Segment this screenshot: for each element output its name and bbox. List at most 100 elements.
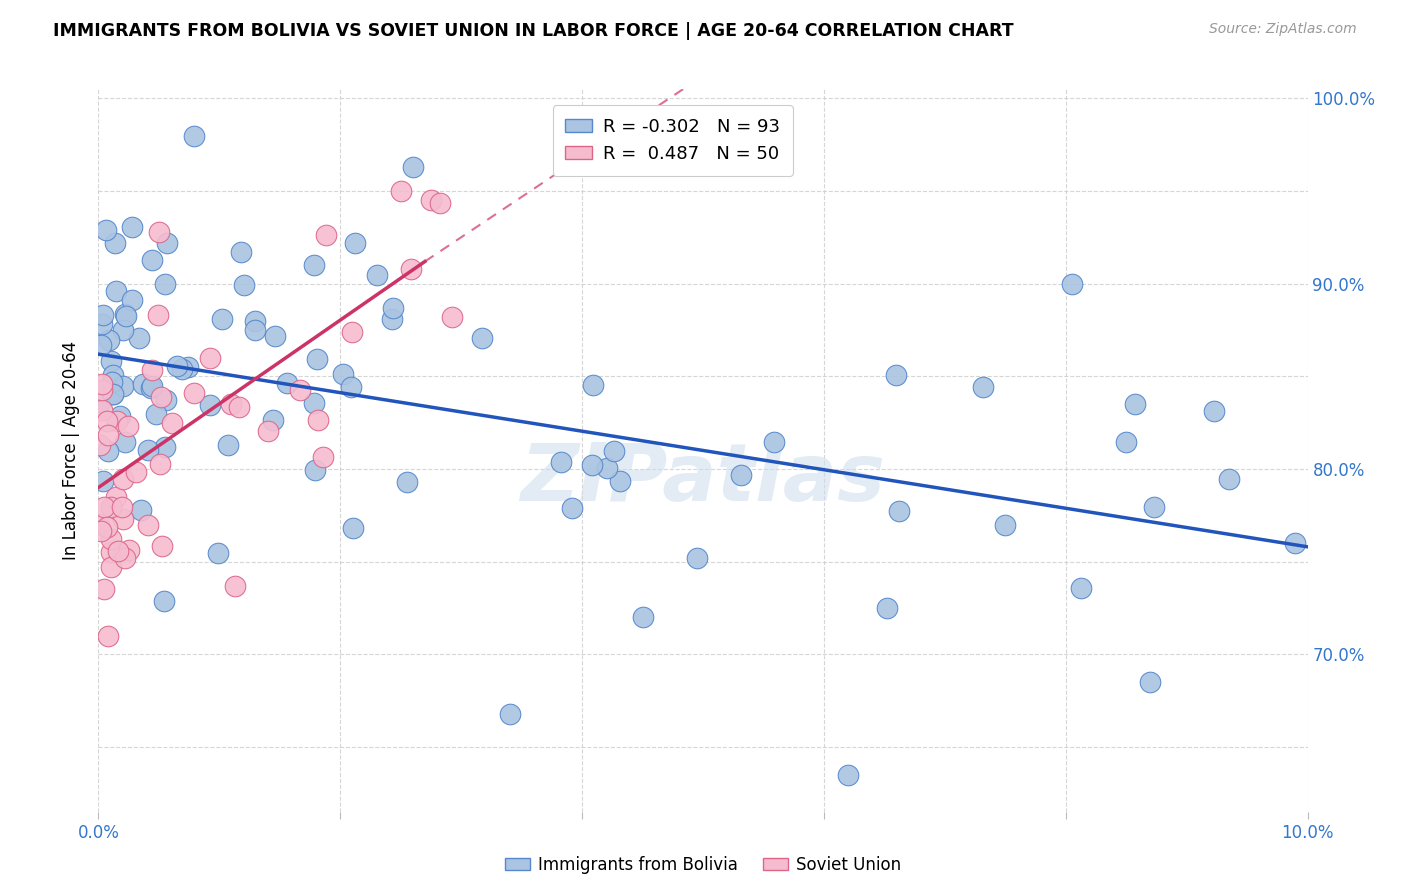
Point <box>332 367 354 381</box>
Point <box>118 542 141 557</box>
Point <box>307 413 329 427</box>
Point <box>149 457 172 471</box>
Point <box>262 413 284 427</box>
Point <box>93 500 115 514</box>
Point <box>150 539 173 553</box>
Point <box>177 359 200 374</box>
Point <box>312 450 335 464</box>
Point <box>136 518 159 533</box>
Point <box>121 219 143 234</box>
Point <box>730 467 752 482</box>
Point <box>498 706 520 721</box>
Point <box>104 490 127 504</box>
Point <box>139 381 162 395</box>
Point <box>631 610 654 624</box>
Point <box>96 428 118 442</box>
Point <box>131 376 153 391</box>
Point <box>1115 435 1137 450</box>
Point <box>402 160 425 174</box>
Point <box>103 387 125 401</box>
Point <box>90 317 112 331</box>
Point <box>129 502 152 516</box>
Point <box>90 524 112 538</box>
Point <box>160 417 183 431</box>
Point <box>98 333 121 347</box>
Point <box>211 311 233 326</box>
Point <box>256 424 278 438</box>
Point <box>243 323 266 337</box>
Point <box>245 314 267 328</box>
Point <box>90 338 112 352</box>
Point <box>429 195 451 210</box>
Point <box>183 386 205 401</box>
Point <box>108 409 131 424</box>
Point <box>101 368 124 383</box>
Point <box>112 378 135 392</box>
Point <box>141 363 163 377</box>
Point <box>94 223 117 237</box>
Point <box>550 455 572 469</box>
Point <box>304 463 326 477</box>
Point <box>1204 403 1226 417</box>
Point <box>219 396 242 410</box>
Point <box>603 443 626 458</box>
Point <box>100 384 122 399</box>
Point <box>344 236 367 251</box>
Point <box>198 351 221 366</box>
Point <box>101 387 124 401</box>
Point <box>91 308 114 322</box>
Point <box>114 435 136 450</box>
Point <box>1123 397 1146 411</box>
Point <box>101 375 124 389</box>
Point <box>762 434 785 449</box>
Point <box>114 550 136 565</box>
Point <box>112 472 135 486</box>
Point <box>114 309 136 323</box>
Point <box>156 236 179 251</box>
Point <box>401 261 423 276</box>
Point <box>419 193 441 207</box>
Point <box>141 378 163 392</box>
Point <box>994 517 1017 532</box>
Point <box>381 311 404 326</box>
Point <box>198 398 221 412</box>
Point <box>153 440 176 454</box>
Point <box>381 301 404 316</box>
Point <box>112 323 135 337</box>
Point <box>148 309 170 323</box>
Text: ZIPatlas: ZIPatlas <box>520 441 886 518</box>
Point <box>389 184 412 198</box>
Point <box>91 474 114 488</box>
Point <box>1062 277 1084 291</box>
Point <box>100 560 122 574</box>
Point <box>224 579 246 593</box>
Point <box>111 512 134 526</box>
Point <box>121 293 143 307</box>
Point <box>231 244 253 259</box>
Point <box>1143 500 1166 514</box>
Point <box>276 376 298 391</box>
Point <box>100 500 122 514</box>
Point <box>114 307 136 321</box>
Point <box>302 259 325 273</box>
Point <box>582 378 605 392</box>
Point <box>166 359 188 374</box>
Point <box>125 465 148 479</box>
Point <box>97 628 120 642</box>
Point <box>155 393 177 408</box>
Point <box>207 546 229 560</box>
Point <box>288 383 311 397</box>
Point <box>103 236 125 251</box>
Point <box>561 501 583 516</box>
Point <box>876 600 898 615</box>
Point <box>96 414 118 428</box>
Point <box>1070 581 1092 595</box>
Point <box>596 460 619 475</box>
Point <box>972 380 994 394</box>
Point <box>342 326 364 340</box>
Point <box>97 444 120 458</box>
Point <box>302 396 325 410</box>
Point <box>396 475 419 489</box>
Text: IMMIGRANTS FROM BOLIVIA VS SOVIET UNION IN LABOR FORCE | AGE 20-64 CORRELATION C: IMMIGRANTS FROM BOLIVIA VS SOVIET UNION … <box>53 22 1014 40</box>
Point <box>153 277 176 292</box>
